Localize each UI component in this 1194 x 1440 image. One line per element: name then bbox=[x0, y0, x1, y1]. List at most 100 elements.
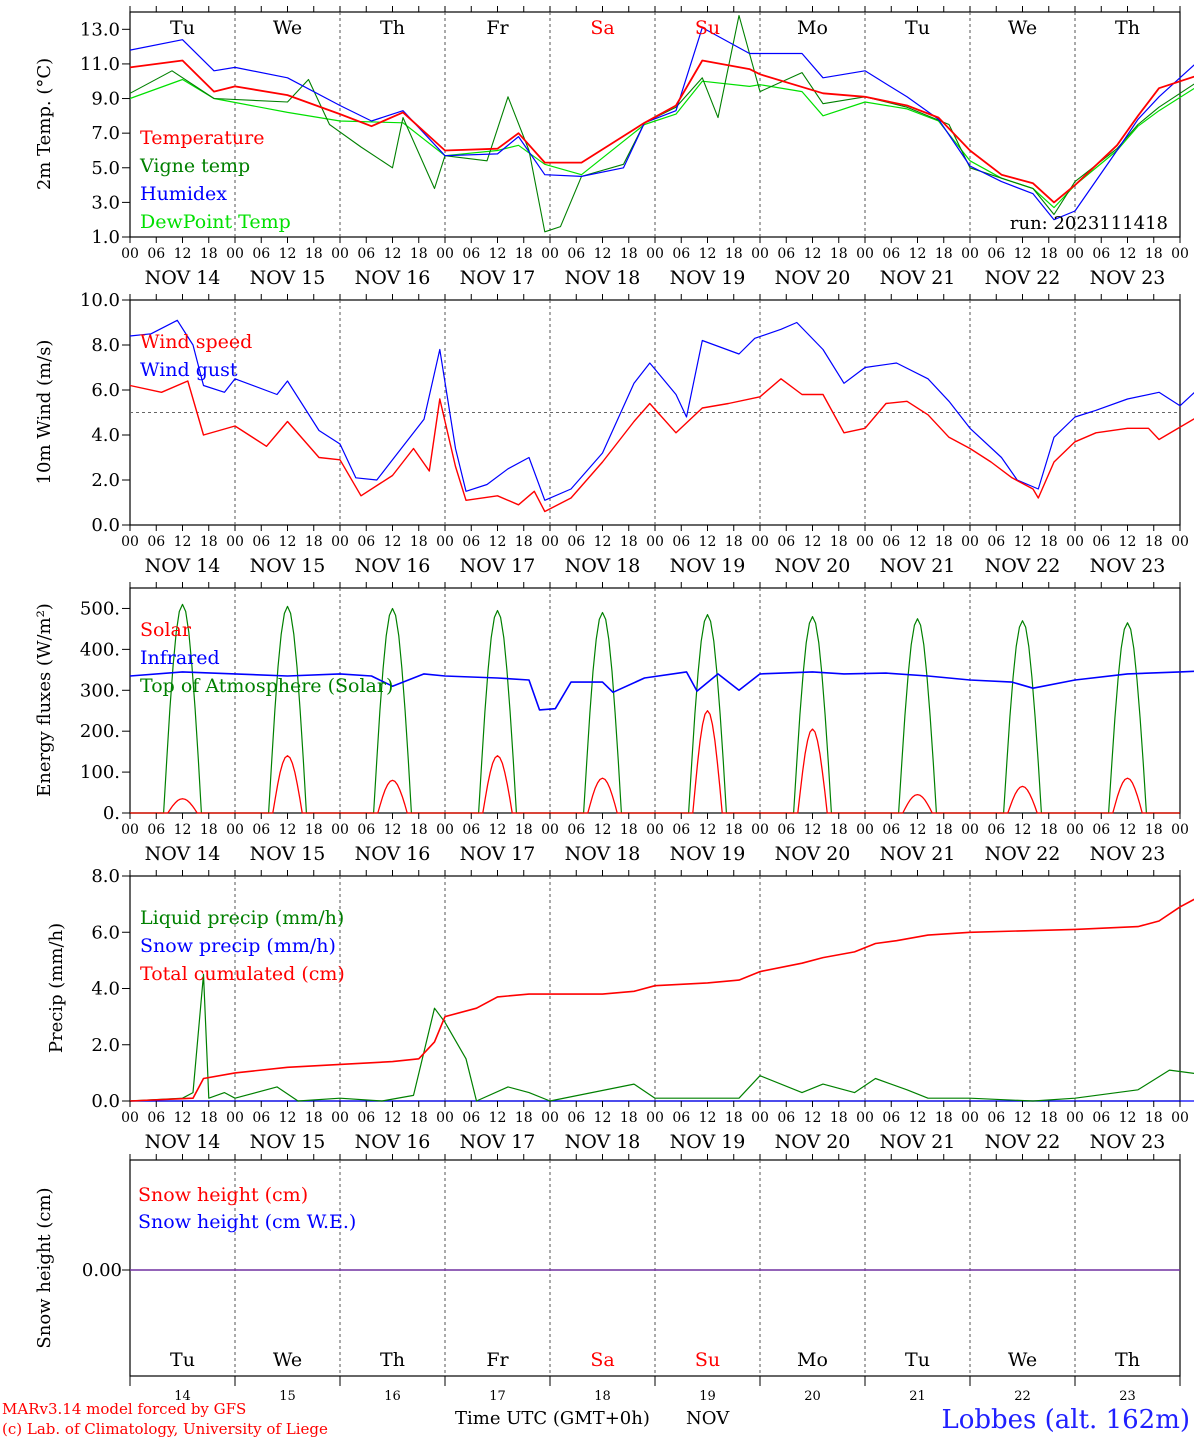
hour-tick-label: 00 bbox=[751, 1110, 769, 1126]
footer-month: NOV bbox=[686, 1408, 730, 1429]
hour-tick-label: 06 bbox=[357, 246, 375, 262]
legend-snow-height: Snow height (cm) bbox=[138, 1184, 308, 1206]
hour-tick-label: 18 bbox=[725, 1110, 743, 1126]
legend-snow-we: Snow height (cm W.E.) bbox=[138, 1211, 356, 1233]
hour-tick-label: 00 bbox=[751, 534, 769, 550]
day-number-label: 21 bbox=[909, 1389, 926, 1404]
hour-tick-label: 06 bbox=[1092, 534, 1110, 550]
hour-tick-label: 18 bbox=[410, 822, 428, 838]
date-label: NOV 18 bbox=[565, 843, 641, 865]
hour-tick-label: 00 bbox=[1171, 822, 1189, 838]
hour-tick-label: 18 bbox=[620, 246, 638, 262]
hour-tick-label: 00 bbox=[436, 822, 454, 838]
hour-tick-label: 06 bbox=[987, 822, 1005, 838]
day-number-label: 17 bbox=[489, 1389, 506, 1404]
date-label: NOV 20 bbox=[775, 267, 851, 289]
footer-station: Lobbes (alt. 162m) bbox=[941, 1405, 1190, 1435]
hour-tick-label: 12 bbox=[804, 534, 822, 550]
wind-gust-line bbox=[129, 319, 1194, 501]
hour-tick-label: 12 bbox=[384, 534, 402, 550]
hour-tick-label: 12 bbox=[279, 534, 297, 550]
weekday-label: Tu bbox=[905, 17, 930, 39]
y-tick-label: 0.0 bbox=[91, 515, 120, 536]
precip-y-title: Precip (mm/h) bbox=[46, 923, 67, 1053]
hour-tick-label: 00 bbox=[646, 246, 664, 262]
day-number-label: 16 bbox=[384, 1389, 401, 1404]
hour-tick-label: 06 bbox=[357, 822, 375, 838]
weekday-label: Fr bbox=[486, 1349, 509, 1371]
hour-tick-label: 12 bbox=[804, 246, 822, 262]
date-label: NOV 18 bbox=[565, 555, 641, 577]
hour-tick-label: 06 bbox=[147, 246, 165, 262]
infrared-line bbox=[129, 670, 1194, 711]
date-label: NOV 14 bbox=[145, 1131, 221, 1153]
hour-tick-label: 18 bbox=[935, 246, 953, 262]
hour-tick-label: 12 bbox=[489, 246, 507, 262]
hour-tick-label: 18 bbox=[1145, 1110, 1163, 1126]
hour-tick-label: 06 bbox=[462, 1110, 480, 1126]
hour-tick-label: 00 bbox=[121, 822, 139, 838]
y-tick-label: 400. bbox=[80, 639, 120, 660]
energy-legend: Solar Infrared Top of Atmosphere (Solar) bbox=[140, 619, 393, 697]
hour-tick-label: 00 bbox=[961, 534, 979, 550]
y-tick-label: 4.0 bbox=[91, 425, 120, 446]
hour-tick-label: 12 bbox=[1014, 1110, 1032, 1126]
hour-tick-label: 00 bbox=[226, 1110, 244, 1126]
hour-tick-label: 06 bbox=[777, 1110, 795, 1126]
hour-tick-label: 00 bbox=[961, 1110, 979, 1126]
hour-tick-label: 00 bbox=[331, 246, 349, 262]
hour-tick-label: 06 bbox=[357, 1110, 375, 1126]
date-label: NOV 19 bbox=[670, 267, 746, 289]
hour-tick-label: 18 bbox=[515, 246, 533, 262]
energy-y-title: Energy fluxes (W/m²) bbox=[34, 603, 55, 797]
liquid-precip-line bbox=[129, 973, 1194, 1102]
date-label: NOV 19 bbox=[670, 555, 746, 577]
hour-tick-label: 18 bbox=[935, 1110, 953, 1126]
y-tick-label: 1.0 bbox=[91, 227, 120, 248]
date-label: NOV 14 bbox=[145, 843, 221, 865]
hour-tick-label: 18 bbox=[305, 246, 323, 262]
hour-tick-label: 12 bbox=[1014, 822, 1032, 838]
date-label: NOV 23 bbox=[1090, 555, 1166, 577]
hour-tick-label: 00 bbox=[1066, 534, 1084, 550]
y-tick-label: 8.0 bbox=[91, 335, 120, 356]
hour-tick-label: 00 bbox=[436, 246, 454, 262]
hour-tick-label: 06 bbox=[1092, 1110, 1110, 1126]
hour-tick-label: 18 bbox=[1145, 246, 1163, 262]
hour-tick-label: 18 bbox=[620, 822, 638, 838]
legend-wind-gust: Wind gust bbox=[140, 359, 238, 381]
temperature-plot-frame bbox=[129, 11, 1181, 238]
day-number-label: 14 bbox=[174, 1389, 191, 1404]
y-tick-label: 8.0 bbox=[91, 866, 120, 887]
hour-tick-label: 18 bbox=[1040, 246, 1058, 262]
date-label: NOV 17 bbox=[460, 1131, 536, 1153]
hour-tick-label: 06 bbox=[567, 822, 585, 838]
hour-tick-label: 00 bbox=[541, 822, 559, 838]
wind-grid bbox=[234, 300, 1076, 525]
hour-tick-label: 00 bbox=[751, 822, 769, 838]
y-tick-label: 6.0 bbox=[91, 922, 120, 943]
energy-time-axis: 00 06 12 18 00 06 12 18 00 06 12 18 00 06 12 18 00 06 12 18… bbox=[121, 582, 1189, 865]
temperature-grid bbox=[234, 12, 1076, 237]
legend-dewpoint: DewPoint Temp bbox=[140, 211, 291, 233]
energy-panel: Energy fluxes (W/m²) 0. 100. 200. 300. 400. 5… bbox=[34, 582, 1194, 865]
date-label: NOV 21 bbox=[880, 267, 956, 289]
date-label: NOV 23 bbox=[1090, 267, 1166, 289]
hour-tick-label: 06 bbox=[567, 246, 585, 262]
hour-tick-label: 06 bbox=[147, 1110, 165, 1126]
wind-y-title: 10m Wind (m/s) bbox=[34, 340, 55, 485]
weekday-labels-bottom: Tu We Th Fr Sa Su Mo Tu We Th bbox=[170, 1349, 1140, 1371]
y-tick-label: 13.0 bbox=[80, 19, 120, 40]
vigne-temp-line bbox=[129, 14, 1194, 233]
precip-panel: Precip (mm/h) 0.0 2.0 4.0 6.0 8.0 Liquid pre… bbox=[46, 866, 1194, 1153]
wind-lines bbox=[129, 319, 1194, 513]
wind-legend: Wind speed Wind gust bbox=[140, 331, 252, 381]
y-tick-label: 4.0 bbox=[91, 979, 120, 1000]
legend-humidex: Humidex bbox=[140, 183, 227, 205]
date-label: NOV 22 bbox=[985, 843, 1061, 865]
hour-tick-label: 00 bbox=[961, 246, 979, 262]
hour-tick-label: 00 bbox=[856, 1110, 874, 1126]
snow-y-tick-label: 0.00 bbox=[82, 1260, 122, 1281]
y-tick-label: 11.0 bbox=[80, 54, 120, 75]
y-tick-label: 3.0 bbox=[91, 192, 120, 213]
